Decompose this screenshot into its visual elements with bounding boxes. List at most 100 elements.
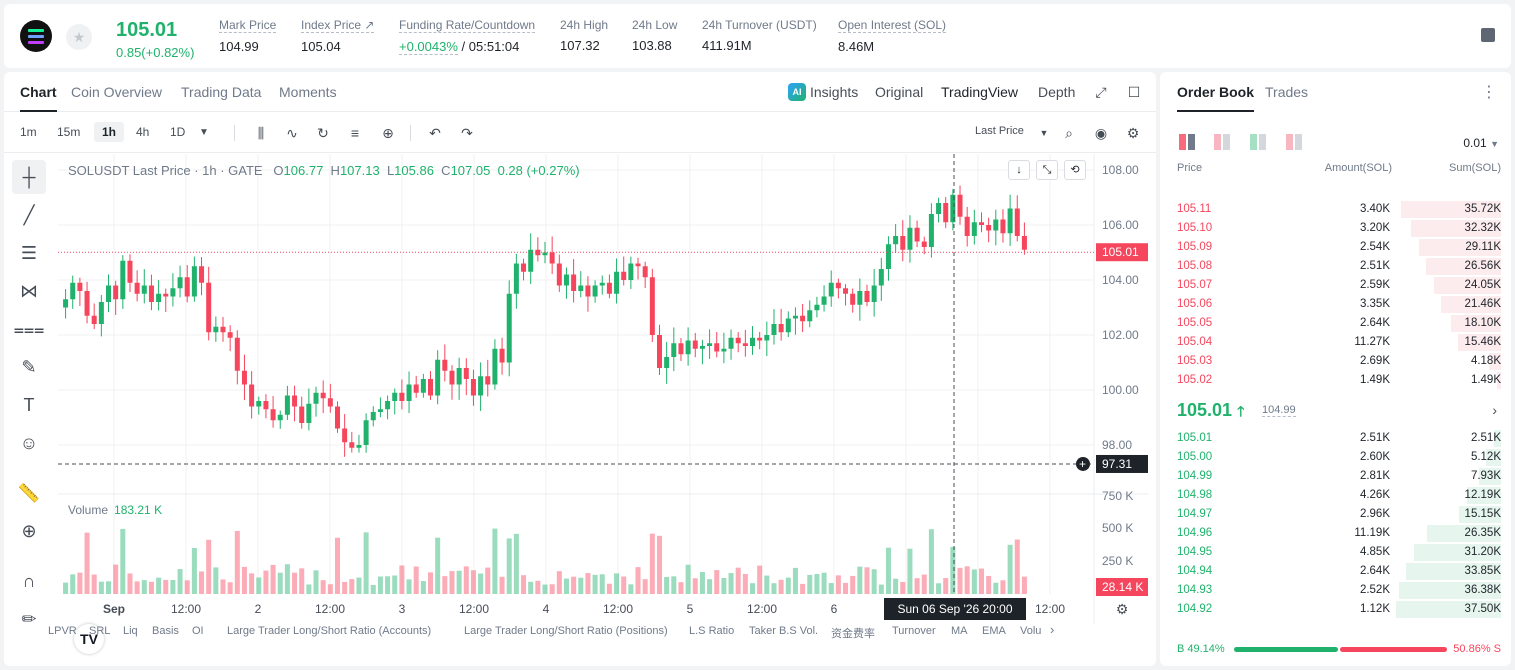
bid-row[interactable]: 105.01 2.51K 2.51K	[1160, 429, 1511, 448]
pattern-icon[interactable]: ⋈	[20, 281, 38, 301]
horizontal-lines-icon[interactable]: ☰	[20, 243, 38, 263]
view-split-icon[interactable]	[1286, 134, 1302, 150]
emoji-icon[interactable]: ☺	[19, 433, 39, 453]
bid-row[interactable]: 105.00 2.60K 5.12K	[1160, 448, 1511, 467]
tab-order-book[interactable]: Order Book	[1177, 84, 1255, 112]
index-price-label[interactable]: Index Price ↗	[301, 18, 375, 33]
indicator-item[interactable]: Large Trader Long/Short Ratio (Positions…	[464, 625, 668, 637]
indicator-item[interactable]: OI	[192, 625, 204, 637]
indicator-item[interactable]: Taker B.S Vol.	[749, 625, 819, 637]
chevron-right-icon[interactable]: ›	[1050, 622, 1055, 637]
indicator-item[interactable]: MA	[951, 625, 968, 637]
view-bids-icon[interactable]	[1250, 134, 1266, 150]
candle-body	[628, 263, 634, 280]
indicator-item[interactable]: 资金费率	[831, 628, 875, 640]
pencil-icon[interactable]: ✏	[21, 609, 37, 629]
interval-4h[interactable]: 4h	[136, 125, 150, 139]
magnet-icon[interactable]: ∩	[22, 571, 36, 591]
replay-icon[interactable]: ↻	[317, 125, 329, 141]
precision-select[interactable]: 0.01 ▼	[1463, 136, 1499, 150]
tab-moments[interactable]: Moments	[279, 84, 337, 100]
tab-insights[interactable]: Insights	[810, 84, 859, 100]
bid-row[interactable]: 104.95 4.85K 31.20K	[1160, 543, 1511, 562]
ask-row[interactable]: 105.02 1.49K 1.49K	[1160, 371, 1511, 390]
bid-row[interactable]: 104.96 11.19K 26.35K	[1160, 524, 1511, 543]
more-options-icon[interactable]: ⋮	[1481, 84, 1497, 101]
mark-price-label[interactable]: Mark Price	[219, 18, 277, 33]
low-24h-value: 103.88	[632, 38, 672, 53]
interval-15m[interactable]: 15m	[57, 125, 81, 139]
tab-original[interactable]: Original	[875, 84, 924, 100]
expand-icon[interactable]: ⤢	[1095, 84, 1107, 100]
ask-row[interactable]: 105.06 3.35K 21.46K	[1160, 295, 1511, 314]
ask-row[interactable]: 105.09 2.54K 29.11K	[1160, 238, 1511, 257]
trendline-icon[interactable]: ╱	[23, 205, 35, 225]
bid-row[interactable]: 104.99 2.81K 7.93K	[1160, 467, 1511, 486]
bid-row[interactable]: 104.98 4.26K 12.19K	[1160, 486, 1511, 505]
legend-close-key: C	[441, 163, 451, 178]
window-icon[interactable]: ☐	[1127, 84, 1141, 100]
undo-icon[interactable]: ↶	[429, 125, 441, 141]
view-asks-icon[interactable]	[1214, 134, 1230, 150]
ask-row[interactable]: 105.11 3.40K 35.72K	[1160, 200, 1511, 219]
fib-icon[interactable]: ⩶	[13, 319, 45, 339]
ruler-icon[interactable]: 📏	[17, 483, 41, 503]
view-both-icon[interactable]	[1179, 134, 1195, 150]
notebook-icon[interactable]	[1481, 28, 1495, 42]
indicators-icon[interactable]: ∿	[286, 125, 298, 141]
bid-row[interactable]: 104.94 2.64K 33.85K	[1160, 562, 1511, 581]
ask-row[interactable]: 105.05 2.64K 18.10K	[1160, 314, 1511, 333]
zoom-in-icon[interactable]: ⊕	[21, 521, 37, 541]
ask-row[interactable]: 105.07 2.59K 24.05K	[1160, 276, 1511, 295]
tab-trading-data[interactable]: Trading Data	[181, 84, 262, 100]
indicator-item[interactable]: Volu	[1020, 625, 1042, 637]
scroll-down-icon[interactable]: ↓	[1008, 160, 1030, 180]
tab-tradingview[interactable]: TradingView	[941, 84, 1019, 100]
redo-icon[interactable]: ↷	[461, 125, 473, 141]
row-sum: 2.51K	[1470, 432, 1501, 444]
ask-row[interactable]: 105.10 3.20K 32.32K	[1160, 219, 1511, 238]
tab-trades[interactable]: Trades	[1265, 84, 1309, 100]
indicator-item[interactable]: Liq	[123, 625, 138, 637]
tab-coin-overview[interactable]: Coin Overview	[71, 84, 163, 100]
funding-rate-percent[interactable]: +0.0043%	[399, 39, 458, 55]
tab-chart[interactable]: Chart	[20, 84, 57, 112]
bid-row[interactable]: 104.92 1.12K 37.50K	[1160, 600, 1511, 619]
indicator-item[interactable]: Turnover	[892, 625, 936, 637]
templates-icon[interactable]: ≡	[350, 125, 360, 141]
interval-1d[interactable]: 1D	[170, 125, 186, 139]
open-interest-label[interactable]: Open Interest (SOL)	[838, 18, 947, 33]
add-indicator-icon[interactable]: ⊕	[382, 125, 394, 141]
ask-row[interactable]: 105.08 2.51K 26.56K	[1160, 257, 1511, 276]
interval-1m[interactable]: 1m	[20, 125, 37, 139]
search-icon[interactable]: ⌕	[1065, 125, 1073, 141]
bid-row[interactable]: 104.97 2.96K 15.15K	[1160, 505, 1511, 524]
ask-row[interactable]: 105.04 11.27K 15.46K	[1160, 333, 1511, 352]
brush-icon[interactable]: ✎	[21, 357, 37, 377]
mid-mark-price[interactable]: 104.99	[1262, 404, 1296, 417]
candlestick-chart[interactable]: 108.00 106.00 104.00 102.00 100.00 98.00 750 K…	[58, 154, 1148, 624]
funding-rate-label[interactable]: Funding Rate/Countdown	[399, 18, 536, 33]
indicator-item[interactable]: SRL	[89, 625, 111, 637]
favorite-star-icon[interactable]: ★	[66, 24, 92, 50]
price-source-select[interactable]: Last Price	[975, 125, 1024, 137]
bid-row[interactable]: 104.93 2.52K 36.38K	[1160, 581, 1511, 600]
collapse-icon[interactable]: ⤡	[1036, 160, 1058, 180]
interval-dropdown-icon[interactable]: ▼	[199, 127, 209, 138]
refresh-icon[interactable]: ⟲	[1064, 160, 1086, 180]
text-tool-icon[interactable]: T	[23, 395, 35, 415]
indicator-item[interactable]: Large Trader Long/Short Ratio (Accounts)	[227, 625, 432, 637]
tab-depth[interactable]: Depth	[1038, 84, 1076, 100]
indicator-item[interactable]: LPVR	[48, 625, 77, 637]
crosshair-icon[interactable]: ┼	[12, 160, 46, 194]
indicator-item[interactable]: L.S Ratio	[689, 625, 735, 637]
candles-icon[interactable]: ⫼	[257, 125, 265, 141]
ask-row[interactable]: 105.03 2.69K 4.18K	[1160, 352, 1511, 371]
indicator-item[interactable]: Basis	[152, 625, 179, 637]
chevron-right-icon[interactable]: ›	[1492, 402, 1497, 418]
indicator-item[interactable]: EMA	[982, 625, 1006, 637]
interval-1h[interactable]: 1h	[94, 122, 125, 142]
settings-gear-icon[interactable]: ⚙	[1126, 125, 1140, 141]
price-source-dropdown-icon[interactable]: ▼	[1039, 128, 1049, 138]
camera-icon[interactable]: ◉	[1094, 125, 1108, 141]
